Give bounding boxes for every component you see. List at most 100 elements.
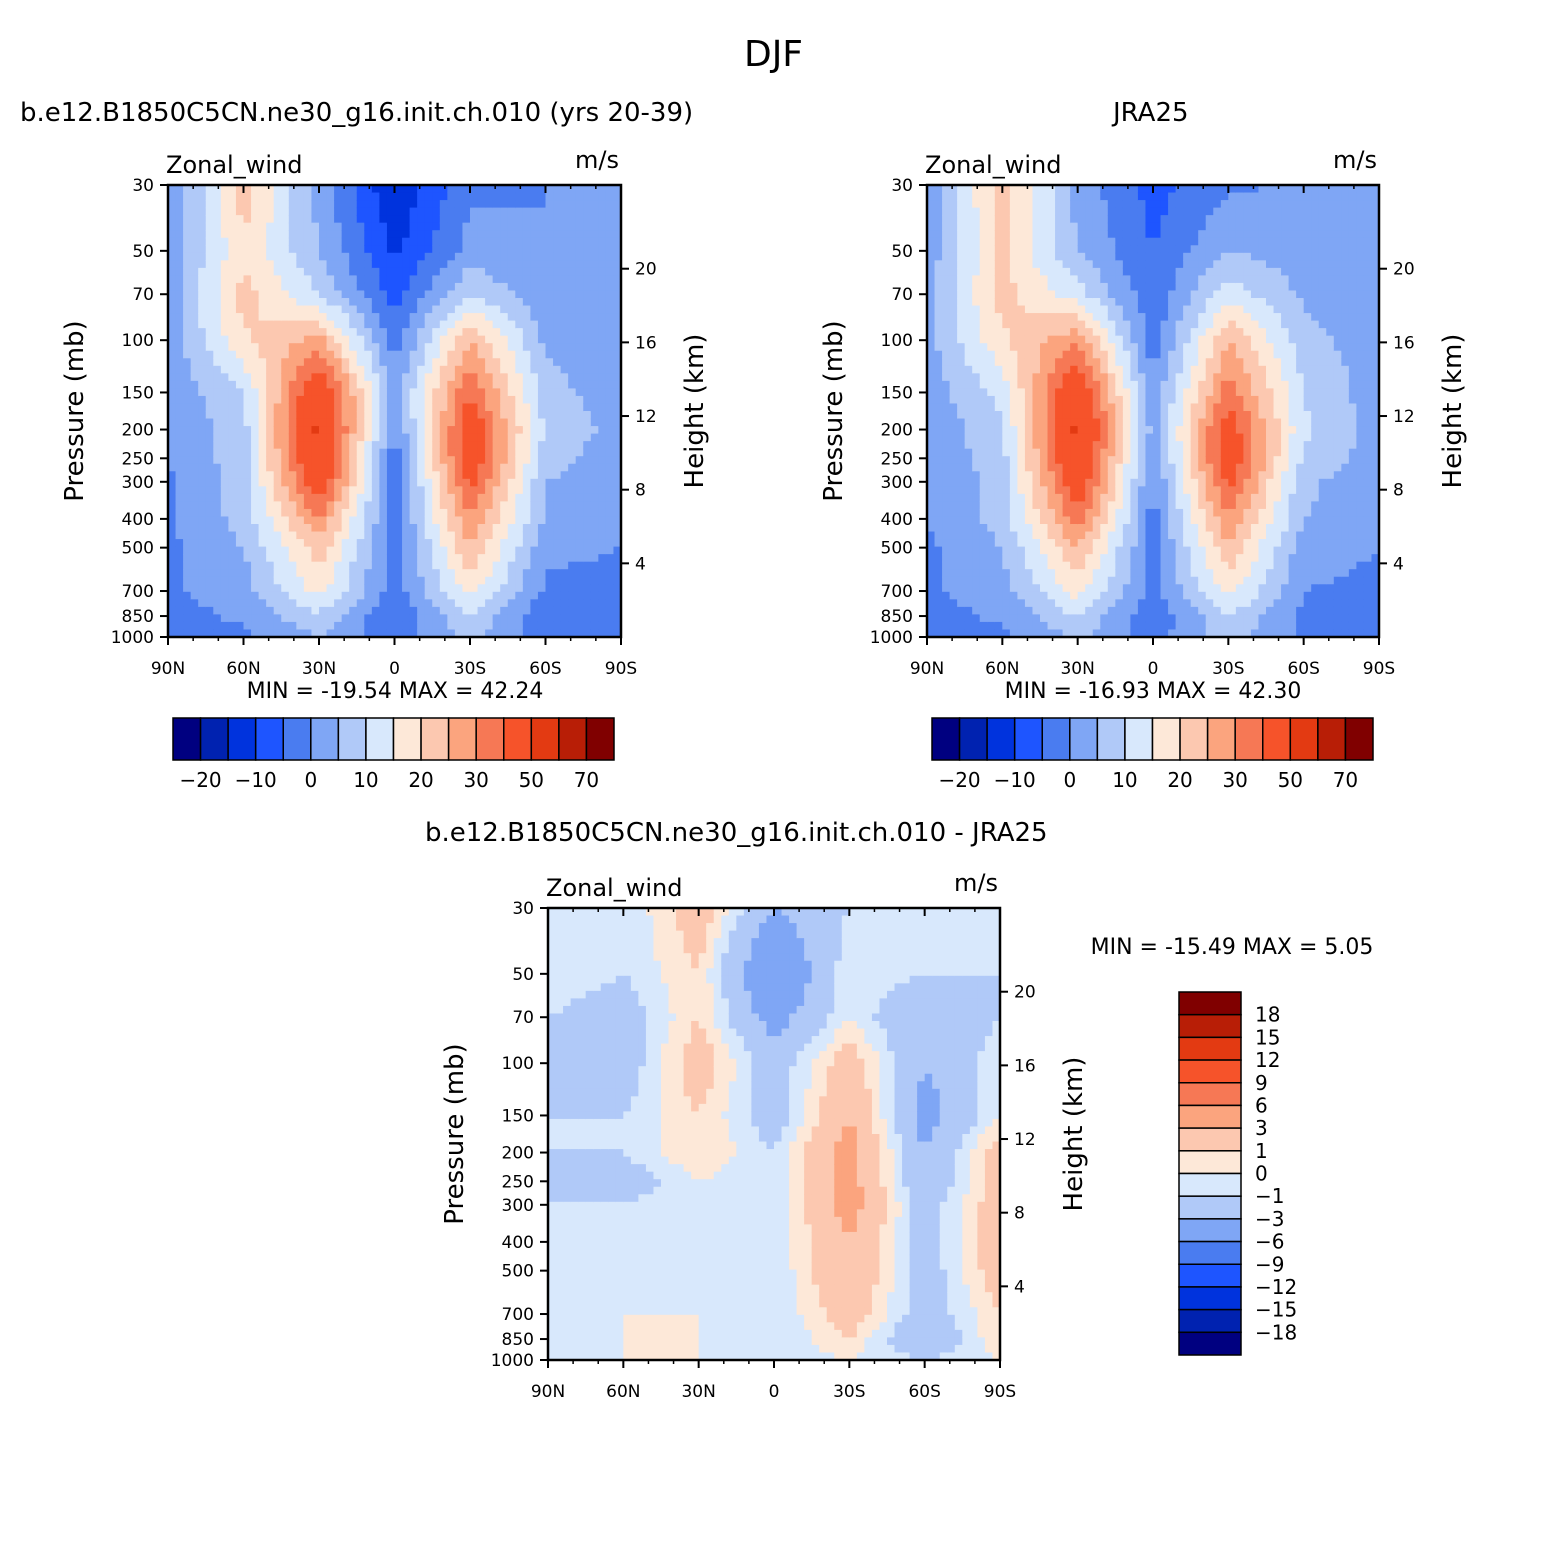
heatmap-cell xyxy=(341,569,350,578)
heatmap-cell xyxy=(553,463,562,472)
heatmap-cell xyxy=(1085,313,1094,322)
heatmap-cell xyxy=(303,456,313,465)
heatmap-cell xyxy=(281,508,290,518)
heatmap-cell xyxy=(341,320,350,329)
heatmap-cell xyxy=(205,463,214,472)
heatmap-cell xyxy=(1055,245,1064,254)
heatmap-cell xyxy=(394,456,403,465)
heatmap-cell xyxy=(1017,313,1026,322)
heatmap-cell xyxy=(1047,629,1056,638)
heatmap-cell xyxy=(553,531,562,540)
heatmap-cell xyxy=(927,313,936,322)
heatmap-cell xyxy=(605,365,615,374)
heatmap-cell xyxy=(605,313,615,322)
heatmap-cell xyxy=(492,328,501,337)
heatmap-cell xyxy=(213,260,222,269)
heatmap-cell xyxy=(583,207,592,216)
heatmap-cell xyxy=(281,448,290,457)
heatmap-cell xyxy=(927,486,936,495)
heatmap-cell xyxy=(341,358,350,367)
heatmap-cell xyxy=(507,185,516,194)
heatmap-cell xyxy=(1024,320,1034,329)
heatmap-cell xyxy=(568,328,577,337)
heatmap-cell xyxy=(364,350,373,359)
heatmap-cell xyxy=(553,320,562,329)
heatmap-cell xyxy=(175,576,184,585)
heatmap-cell xyxy=(379,576,388,585)
heatmap-cell xyxy=(530,508,539,518)
heatmap-cell xyxy=(1009,478,1018,487)
heatmap-cell xyxy=(987,343,996,352)
heatmap-cell xyxy=(530,282,539,292)
heatmap-cell xyxy=(470,463,479,472)
heatmap-cell xyxy=(228,576,237,585)
heatmap-cell xyxy=(987,245,996,254)
heatmap-cell xyxy=(522,395,531,405)
heatmap-cell xyxy=(470,350,479,359)
heatmap-cell xyxy=(507,343,516,352)
heatmap-cell xyxy=(334,448,343,457)
heatmap-cell xyxy=(507,320,516,329)
heatmap-cell xyxy=(605,411,615,420)
heatmap-cell xyxy=(454,320,464,329)
heatmap-cell xyxy=(1055,320,1064,329)
heatmap-cell xyxy=(500,433,509,442)
heatmap-cell xyxy=(560,298,569,307)
heatmap-cell xyxy=(198,441,207,450)
heatmap-cell xyxy=(288,373,297,382)
heatmap-cell xyxy=(356,237,365,246)
heatmap-cell xyxy=(205,591,214,600)
heatmap-cell xyxy=(575,621,584,631)
heatmap-cell xyxy=(927,358,936,367)
heatmap-cell xyxy=(507,516,516,525)
heatmap-cell xyxy=(243,531,252,540)
heatmap-cell xyxy=(470,524,479,533)
heatmap-cell xyxy=(942,456,951,465)
heatmap-cell xyxy=(575,448,584,457)
heatmap-cell xyxy=(273,501,282,510)
heatmap-cell xyxy=(296,546,305,555)
heatmap-cell xyxy=(386,245,396,254)
heatmap-cell xyxy=(303,403,313,412)
heatmap-cell xyxy=(371,524,380,533)
heatmap-cell xyxy=(934,433,943,442)
heatmap-cell xyxy=(183,185,192,194)
heatmap-cell xyxy=(598,591,607,600)
heatmap-cell xyxy=(251,343,260,352)
heatmap-cell xyxy=(424,298,433,307)
heatmap-cell xyxy=(296,501,305,510)
heatmap-cell xyxy=(183,546,192,555)
heatmap-cell xyxy=(175,569,184,578)
heatmap-cell xyxy=(228,546,237,555)
heatmap-cell xyxy=(1077,267,1086,276)
heatmap-cell xyxy=(994,388,1003,397)
heatmap-cell xyxy=(560,350,569,359)
heatmap-cell xyxy=(477,200,486,209)
heatmap-cell xyxy=(213,584,222,593)
heatmap-cell xyxy=(1055,411,1064,420)
heatmap-cell xyxy=(560,486,569,495)
heatmap-cell xyxy=(560,320,569,329)
heatmap-cell xyxy=(228,215,237,224)
heatmap-cell xyxy=(492,629,501,638)
heatmap-cell xyxy=(522,418,531,427)
y2-tick-label: 12 xyxy=(635,407,657,427)
heatmap-cell xyxy=(979,539,988,548)
heatmap-cell xyxy=(213,230,222,239)
heatmap-cell xyxy=(394,606,403,615)
heatmap-cell xyxy=(553,599,562,608)
heatmap-cell xyxy=(1009,539,1018,548)
heatmap-cell xyxy=(522,365,531,374)
heatmap-cell xyxy=(454,433,464,442)
heatmap-cell xyxy=(522,539,531,548)
heatmap-cell xyxy=(281,380,290,389)
heatmap-cell xyxy=(1032,403,1041,412)
heatmap-cell xyxy=(568,335,577,344)
heatmap-cell xyxy=(243,561,252,570)
heatmap-cell xyxy=(590,411,599,420)
heatmap-cell xyxy=(500,350,509,359)
heatmap-cell xyxy=(492,275,501,284)
heatmap-cell xyxy=(1062,539,1071,548)
heatmap-cell xyxy=(583,501,592,510)
